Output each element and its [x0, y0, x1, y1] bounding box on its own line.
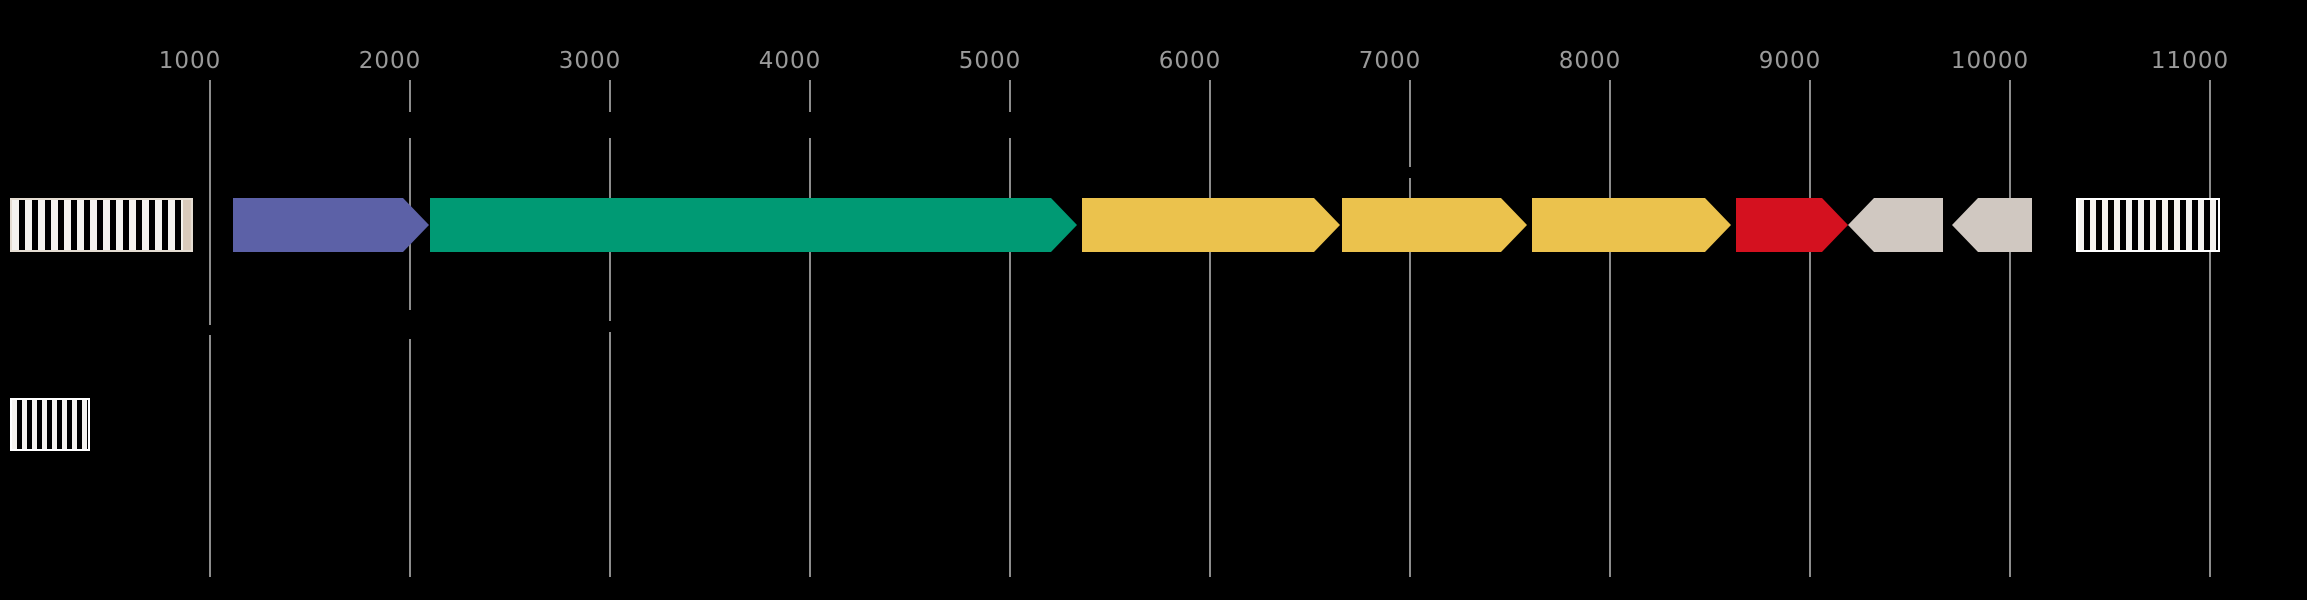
tick-label-11000: 11000: [2150, 48, 2230, 74]
tick-label-7000: 7000: [1358, 48, 1422, 74]
gene-arrow-gene-6: [1736, 198, 1848, 252]
tick-label-2000: 2000: [358, 48, 422, 74]
tick-label-6000: 6000: [1158, 48, 1222, 74]
hatch-end-cap: [183, 200, 191, 250]
hatched-box-contig-edge-left: [10, 198, 193, 252]
hidden-label-mask: [807, 112, 813, 138]
gene-arrow-gene-7: [1848, 198, 1943, 252]
gene-arrow-gene-8: [1952, 198, 2032, 252]
tick-label-1000: 1000: [158, 48, 222, 74]
gene-arrow-gene-4: [1342, 198, 1527, 252]
gridline-6000: [1209, 80, 1211, 577]
gridline-4000: [809, 80, 811, 577]
hidden-label-mask: [1407, 167, 1413, 178]
hatched-box-contig-edge-left-2: [10, 398, 90, 451]
hidden-label-mask: [607, 321, 613, 332]
hatched-box-contig-edge-right: [2076, 198, 2220, 252]
tick-label-3000: 3000: [558, 48, 622, 74]
gene-arrow-gene-2: [430, 198, 1077, 252]
gene-arrow-gene-3: [1082, 198, 1340, 252]
tick-label-9000: 9000: [1758, 48, 1822, 74]
gene-arrow-gene-1: [233, 198, 429, 252]
gridline-5000: [1009, 80, 1011, 577]
hidden-label-mask: [1007, 112, 1013, 138]
hidden-label-mask: [407, 310, 413, 339]
hidden-label-mask: [407, 112, 413, 138]
tick-label-5000: 5000: [958, 48, 1022, 74]
gridline-7000: [1409, 80, 1411, 577]
tick-label-4000: 4000: [758, 48, 822, 74]
gridline-10000: [2009, 80, 2011, 577]
tick-label-8000: 8000: [1558, 48, 1622, 74]
gridline-11000: [2209, 80, 2211, 577]
tick-label-10000: 10000: [1950, 48, 2030, 74]
gridline-9000: [1809, 80, 1811, 577]
gridline-8000: [1609, 80, 1611, 577]
gene-arrow-gene-5: [1532, 198, 1731, 252]
hidden-label-mask: [607, 112, 613, 138]
hidden-label-mask: [207, 325, 213, 335]
